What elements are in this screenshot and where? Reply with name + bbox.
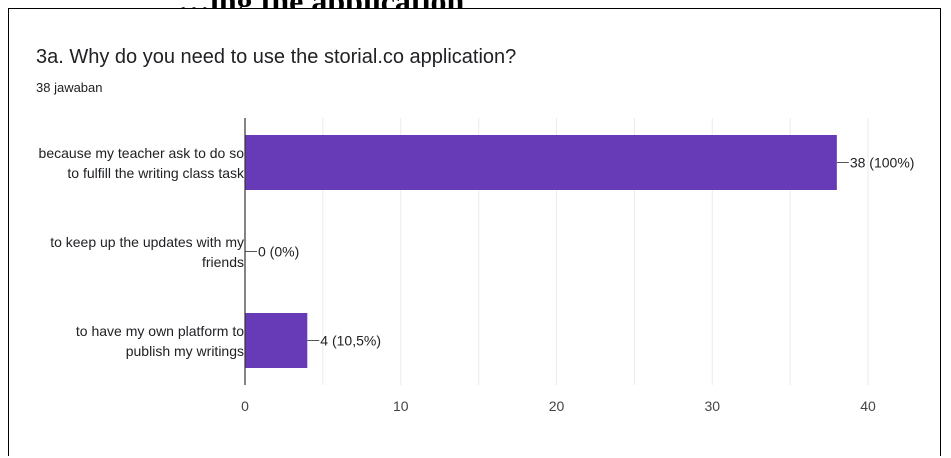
data-label: 0 (0%) [258, 244, 299, 260]
bar [245, 135, 837, 190]
x-tick-label: 20 [549, 398, 565, 414]
category-label: because my teacher ask to do so to fulfil… [0, 143, 244, 183]
category-label: to keep up the updates with my friends [0, 232, 244, 272]
data-label: 38 (100%) [850, 155, 915, 171]
x-tick-label: 10 [393, 398, 409, 414]
category-label: to have my own platform to publish my wri… [0, 321, 244, 361]
category-label-line: friends [201, 253, 244, 270]
question-title: 3a. Why do you need to use the storial.c… [36, 46, 517, 68]
category-label-line: to have my own platform to [75, 322, 244, 339]
x-tick-label: 0 [241, 398, 249, 414]
data-label: 4 (10,5%) [320, 333, 381, 349]
question-card [8, 8, 941, 456]
bar [245, 313, 308, 368]
category-label-line: to keep up the updates with my [50, 233, 244, 250]
x-tick-label: 40 [860, 398, 876, 414]
category-label-line: because my teacher ask to do so [38, 144, 244, 161]
response-count: 38 jawaban [36, 80, 103, 95]
category-label-line: to fulfill the writing class task [67, 164, 244, 181]
x-tick-label: 30 [704, 398, 720, 414]
category-label-line: publish my writings [125, 342, 244, 359]
